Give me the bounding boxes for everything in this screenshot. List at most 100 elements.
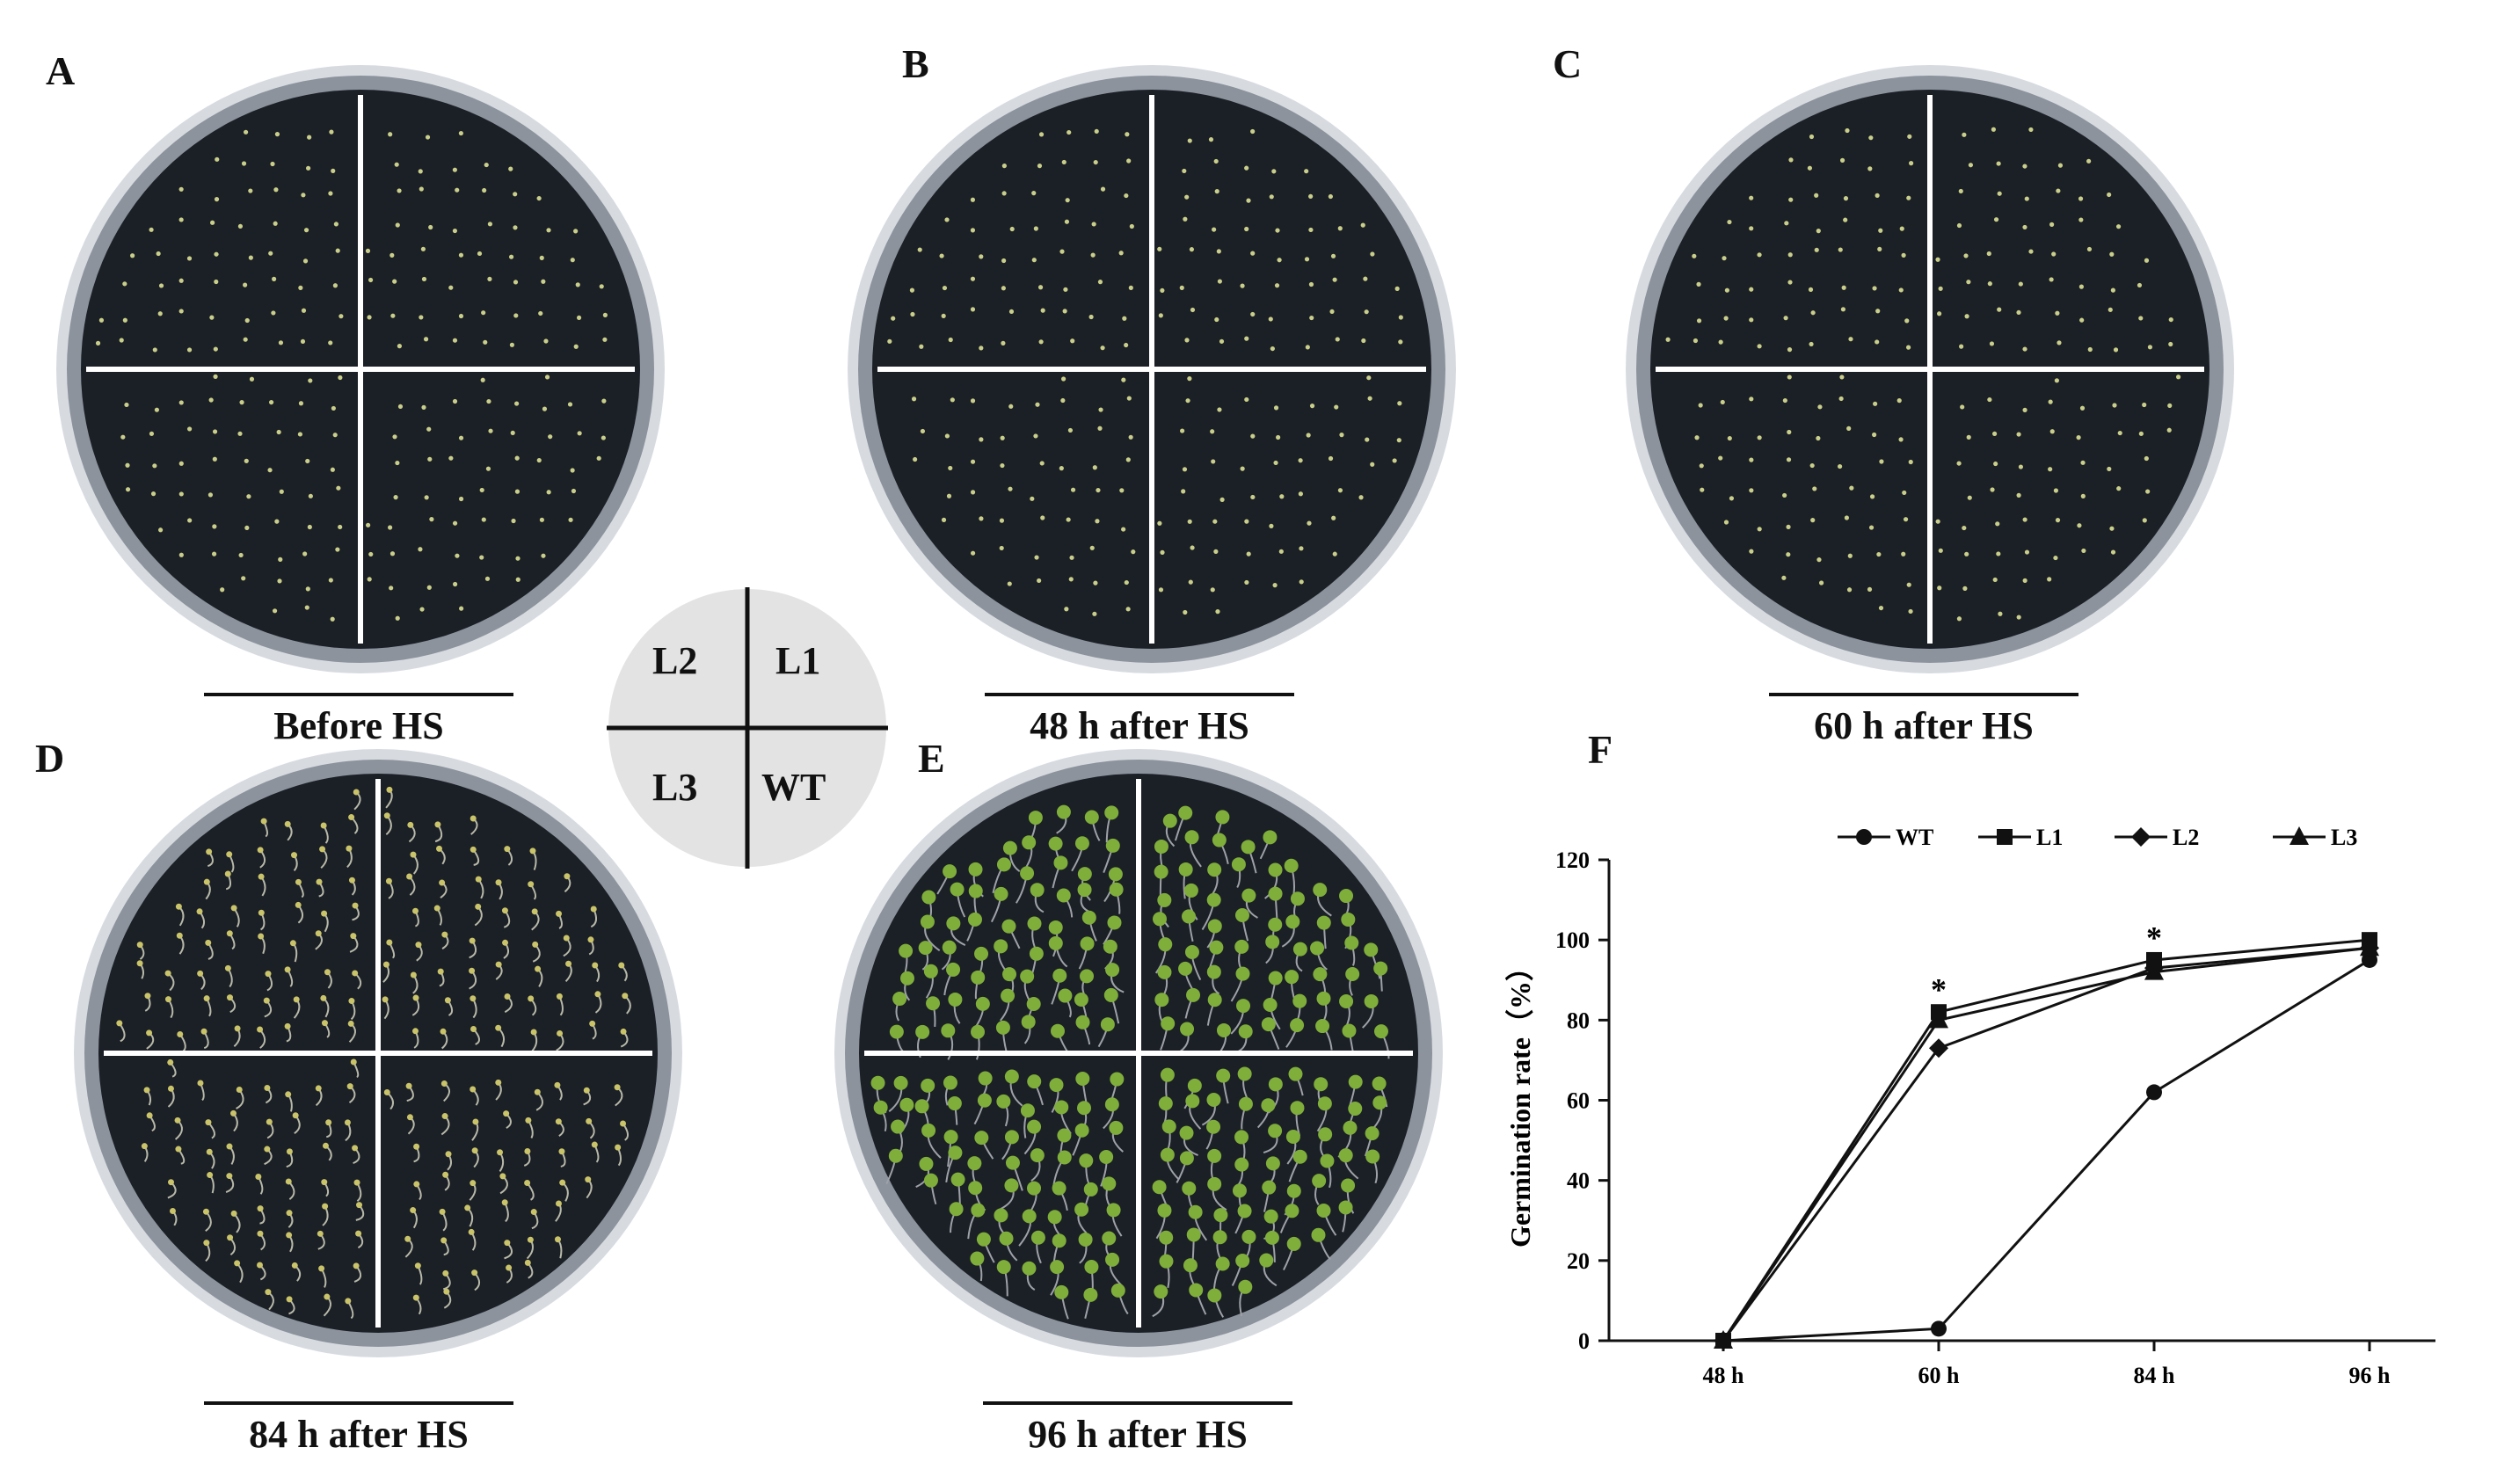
seed-dot bbox=[1360, 222, 1365, 228]
seed-dot bbox=[389, 551, 396, 556]
sprout-head bbox=[230, 905, 237, 912]
seed-dot bbox=[1276, 434, 1281, 440]
seed-dot bbox=[458, 435, 464, 440]
seedling-leaf bbox=[1189, 1283, 1204, 1298]
seed-dot bbox=[2175, 375, 2181, 380]
seed-dot bbox=[1903, 517, 1909, 522]
seed-dot bbox=[268, 251, 273, 256]
seed-dot bbox=[2138, 316, 2144, 321]
seedling-leaf bbox=[1027, 916, 1042, 931]
seed-dot bbox=[1038, 132, 1045, 137]
sprout-head bbox=[559, 1179, 566, 1186]
caption-rule-d bbox=[204, 1401, 513, 1405]
seed-dot bbox=[241, 576, 246, 581]
sprout-head bbox=[348, 877, 355, 884]
seedling-leaf bbox=[1365, 1126, 1380, 1141]
seed-dot bbox=[1987, 281, 1992, 287]
seed-dot bbox=[1240, 466, 1245, 471]
seed-dot bbox=[2079, 405, 2086, 411]
sprout-head bbox=[205, 939, 212, 946]
seed-dot bbox=[178, 491, 184, 497]
seed-dot bbox=[388, 525, 393, 530]
seedling-leaf bbox=[1263, 830, 1278, 845]
seed-dot bbox=[1868, 135, 1874, 141]
sprout-head bbox=[413, 1143, 420, 1150]
seed-dot bbox=[485, 466, 491, 471]
seed-dot bbox=[1370, 251, 1375, 257]
seedling-leaf bbox=[889, 1024, 904, 1039]
seed-dot bbox=[573, 229, 579, 234]
sprout-head bbox=[263, 997, 270, 1004]
seed-dot bbox=[1869, 494, 1875, 499]
seedling-leaf bbox=[1102, 1176, 1117, 1191]
seedling-leaf bbox=[1184, 830, 1199, 845]
seedling-leaf bbox=[975, 996, 990, 1011]
sprout-head bbox=[620, 1028, 627, 1035]
sprout-head bbox=[407, 821, 414, 828]
caption-b: 48 h after HS bbox=[1030, 704, 1249, 747]
sprout-head bbox=[234, 1025, 241, 1032]
seed-dot bbox=[302, 551, 308, 556]
seed-dot bbox=[1358, 495, 1364, 500]
seed-dot bbox=[2057, 340, 2062, 346]
seed-dot bbox=[1061, 159, 1067, 165]
seed-dot bbox=[601, 435, 606, 440]
seed-dot bbox=[1094, 128, 1099, 135]
sprout-head bbox=[226, 1173, 233, 1180]
sprout-head bbox=[258, 909, 265, 916]
sprout-head bbox=[286, 1296, 293, 1303]
seed-dot bbox=[486, 398, 491, 404]
seedling-leaf bbox=[1206, 1119, 1221, 1134]
seed-dot bbox=[515, 577, 521, 582]
seed-dot bbox=[2016, 309, 2021, 316]
seed-dot bbox=[1722, 256, 1727, 261]
seed-dot bbox=[920, 428, 926, 434]
sprout-head bbox=[197, 1080, 204, 1087]
seedling-leaf bbox=[1104, 805, 1119, 820]
seed-dot bbox=[186, 347, 193, 353]
seed-dot bbox=[2112, 403, 2117, 408]
seed-dot bbox=[267, 468, 273, 473]
seed-dot bbox=[301, 308, 307, 313]
seed-dot bbox=[1817, 404, 1823, 410]
seed-dot bbox=[1906, 195, 1911, 200]
data-point bbox=[2144, 961, 2164, 980]
sprout-head bbox=[293, 996, 300, 1003]
sprout-head bbox=[411, 1028, 419, 1035]
seedling-leaf bbox=[1022, 835, 1037, 850]
seed-dot bbox=[546, 490, 551, 495]
seed-dot bbox=[2024, 196, 2029, 201]
seedling-leaf bbox=[1053, 855, 1068, 870]
seedling-leaf bbox=[970, 1251, 985, 1266]
panel-letter-e: E bbox=[918, 736, 945, 781]
seedling-leaf bbox=[1105, 1252, 1120, 1267]
sprout-head bbox=[412, 1294, 419, 1301]
seed-dot bbox=[1956, 616, 1962, 622]
seedling-leaf bbox=[1268, 971, 1283, 986]
seed-dot bbox=[211, 551, 217, 556]
seed-dot bbox=[1128, 434, 1133, 440]
seed-dot bbox=[331, 168, 336, 173]
seed-dot bbox=[1909, 161, 1914, 166]
seed-dot bbox=[2108, 307, 2113, 312]
seed-dot bbox=[122, 317, 127, 323]
panel-letter-d: D bbox=[35, 736, 65, 781]
seed-dot bbox=[1904, 318, 1910, 324]
sprout-head bbox=[618, 962, 625, 969]
seed-dot bbox=[1723, 316, 1729, 321]
seed-dot bbox=[208, 397, 214, 403]
seedling-leaf bbox=[1364, 993, 1379, 1008]
seed-dot bbox=[426, 585, 432, 590]
sprout-head bbox=[594, 991, 601, 998]
seedling-leaf bbox=[926, 996, 941, 1011]
seed-dot bbox=[248, 188, 253, 193]
seed-dot bbox=[1210, 587, 1215, 593]
seed-dot bbox=[1809, 134, 1815, 140]
seed-dot bbox=[1244, 519, 1249, 524]
seed-dot bbox=[1125, 132, 1130, 137]
sprout-head bbox=[353, 789, 360, 796]
seed-dot bbox=[1816, 557, 1822, 563]
seedling-leaf bbox=[1005, 1155, 1020, 1170]
seed-dot bbox=[1212, 227, 1217, 232]
seed-dot bbox=[1126, 158, 1132, 164]
